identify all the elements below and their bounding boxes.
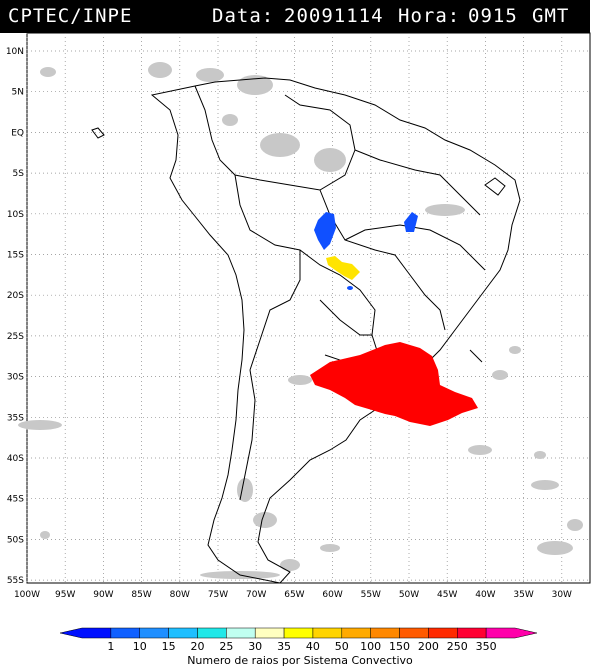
legend-swatch [283,627,314,639]
lat-label: EQ [11,128,24,138]
date-label: Data: [212,5,275,27]
lon-label: 55W [361,590,381,600]
lon-label: 75W [208,590,228,600]
lat-label: 55S [7,576,24,586]
lat-label: 30S [7,373,24,383]
legend-swatch [254,627,285,639]
lon-label: 35W [513,590,533,600]
convective-system-large [310,342,478,426]
lon-label: 40W [475,590,495,600]
map-frame [26,32,591,584]
islands [91,127,506,363]
lat-label: 20S [7,291,24,301]
lat-label: 35S [7,413,24,423]
lon-label: 90W [93,590,113,600]
legend-value: 100 [360,640,381,653]
legend-swatch [457,627,487,639]
longitude-labels: 100W 95W 90W 85W 80W 75W 70W 65W 60W 55W 50W 45W 40W… [14,590,572,600]
legend-value: 20 [190,640,204,653]
legend-swatch [370,627,400,639]
legend-value: 35 [277,640,291,653]
timezone-label: GMT [532,5,570,27]
legend-value: 30 [248,640,262,653]
legend-swatch [485,627,538,639]
legend-swatch [341,627,371,639]
legend-swatch [139,627,169,639]
lon-label: 45W [437,590,457,600]
legend-swatch [168,627,198,639]
lon-label: 30W [552,590,572,600]
legend-value: 350 [476,640,497,653]
lon-label: 70W [246,590,266,600]
lat-label: 50S [7,535,24,545]
convective-system-medium [326,256,360,280]
lat-label: 5N [12,88,24,98]
legend-swatch [312,627,343,639]
legend-value: 40 [306,640,320,653]
lat-label: 15S [7,251,24,261]
legend-swatch [59,627,112,639]
hour-label: Hora: [398,5,461,27]
legend-value: 25 [219,640,233,653]
legend-value: 15 [162,640,176,653]
lat-label: 5S [13,169,25,179]
hour-value: 0915 [468,5,518,27]
title-bar: CPTEC/INPE Data: 20091114 Hora: 0915 GMT [0,0,590,33]
latitude-labels: 10N 5N EQ 5S 10S 15S 20S 25S 30S 35S 40S 45S 50S 55S [6,47,24,586]
lon-label: 85W [131,590,151,600]
lon-label: 80W [170,590,190,600]
lat-label: 45S [7,495,24,505]
legend-swatch [399,627,429,639]
convective-system-small [314,212,418,290]
lon-label: 100W [14,590,40,600]
lat-label: 40S [7,454,24,464]
lon-label: 95W [55,590,75,600]
legend-value: 250 [447,640,468,653]
lon-label: 50W [399,590,419,600]
legend-value: 150 [389,640,410,653]
legend-value: 50 [335,640,349,653]
legend-swatch [428,627,458,639]
date-value: 20091114 [284,5,384,27]
legend-title: Numero de raios por Sistema Convectivo [187,654,413,667]
lat-label: 10S [7,210,24,220]
legend-swatch [110,627,140,639]
legend-value: 10 [133,640,147,653]
legend-swatch [197,627,227,639]
legend-value: 200 [418,640,439,653]
lat-label: 25S [7,332,24,342]
cloud-cover [18,62,583,579]
legend-swatch [226,627,256,639]
lon-label: 60W [322,590,342,600]
lat-label: 10N [6,47,24,57]
legend-values: 1 10 15 20 25 30 35 40 50 100 150 200 250 350 [107,640,496,653]
legend-value: 1 [107,640,114,653]
lon-label: 65W [284,590,304,600]
source-label: CPTEC/INPE [8,5,133,27]
color-legend [59,627,538,639]
